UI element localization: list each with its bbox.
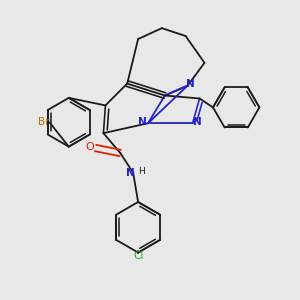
Text: O: O <box>85 142 94 152</box>
Text: N: N <box>138 117 147 127</box>
Text: N: N <box>193 117 201 127</box>
Text: N: N <box>126 168 135 178</box>
Text: Cl: Cl <box>133 250 143 260</box>
Text: N: N <box>186 79 195 89</box>
Text: Br: Br <box>38 117 49 127</box>
Text: H: H <box>138 167 145 176</box>
